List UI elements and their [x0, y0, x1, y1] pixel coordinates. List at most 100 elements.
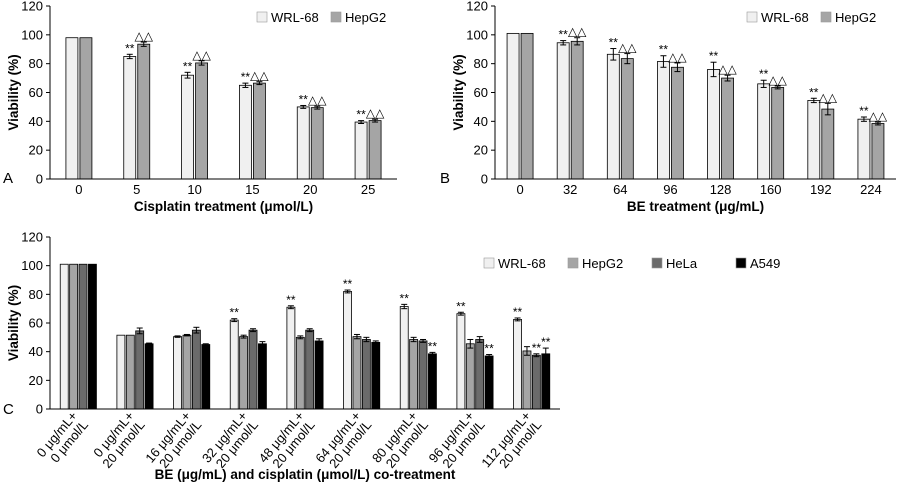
panel-a-bar	[65, 37, 79, 180]
panel-c-bar	[239, 336, 249, 410]
panel-b-xlabel: BE treatment (μg/mL)	[627, 199, 764, 214]
panel-b-bar	[556, 42, 570, 180]
panel-a-significance-label: **	[299, 92, 309, 106]
panel-c-significance-label: **	[400, 291, 410, 305]
panel-c-xtick-label: 0 μg/mL+0 μmol/L	[34, 408, 91, 469]
panel-a-xlabel: Cisplatin treatment (μmol/L)	[134, 199, 313, 214]
panel-c-xtick-label: 0 μg/mL+20 μmol/L	[89, 408, 148, 471]
panel-c-bar	[59, 263, 69, 410]
panel-b-significance-label: **	[709, 49, 719, 63]
panel-b-significance-label: **	[559, 28, 569, 42]
panel-b-bar	[570, 40, 584, 180]
panel-c-bar	[173, 336, 182, 410]
panel-c-bar	[144, 343, 154, 410]
panel-c-bar	[229, 319, 239, 410]
panel-b-bar	[857, 118, 871, 180]
panel-b-ytick-label: 80	[474, 56, 488, 71]
panel-c-bar	[513, 319, 522, 410]
panel-c-significance-label: **	[513, 305, 523, 319]
panel-c-bar	[352, 336, 362, 410]
panel-c-bar	[116, 334, 126, 410]
panel-b-xtick-label: 96	[663, 182, 677, 197]
panel-c-ytick-label: 20	[29, 373, 43, 388]
panel-b-ylabel: Viability (%)	[451, 54, 466, 130]
panel-b-ytick-label: 40	[474, 114, 488, 129]
panel-b-ytick-label: 0	[481, 172, 488, 187]
panel-c-bar	[248, 329, 258, 410]
panel-c-ytick-label: 100	[21, 258, 43, 273]
panel-a-xtick-label: 15	[245, 182, 259, 197]
panel-b-bar	[671, 66, 684, 180]
panel-c-bar	[125, 334, 135, 410]
panel-b-letter: B	[440, 170, 450, 187]
panel-c-bar	[371, 341, 381, 410]
panel-c-bar	[465, 343, 475, 410]
panel-c-xlabel: BE (μg/mL) and cisplatin (μmol/L) co-tre…	[155, 467, 456, 482]
panel-b-significance-label: **	[859, 104, 869, 118]
panel-c-significance-label: **	[343, 277, 353, 291]
panel-a-bar	[79, 37, 93, 180]
panel-c-bar	[399, 306, 409, 410]
panel-c-bar	[475, 339, 485, 410]
panel-a-bar	[195, 62, 208, 180]
panel-c-bar	[361, 339, 371, 410]
panel-c-legend-swatch	[651, 257, 663, 269]
panel-c-bar	[541, 353, 551, 410]
panel-b-bar	[520, 32, 534, 180]
panel-c-letter: C	[3, 401, 14, 418]
panel-b-xtick-label: 192	[810, 182, 832, 197]
panel-a-bar	[296, 106, 310, 180]
panel-c-legend-label: A549	[750, 256, 780, 271]
panel-b-significance-label: △△	[568, 25, 587, 39]
panel-a-xtick-label: 10	[187, 182, 201, 197]
panel-b-bar	[657, 61, 670, 180]
panel-b-bar	[871, 123, 885, 180]
panel-c-bar	[484, 355, 494, 410]
panel-a-significance-label: △△	[135, 29, 154, 43]
panel-a-bar	[310, 107, 324, 180]
panel-a-ytick-label: 0	[36, 172, 43, 187]
panel-b-bar	[620, 58, 634, 180]
panel-a-significance-label: △△	[366, 106, 385, 120]
panel-c-xtick-label: 48 μg/mL+20 μmol/L	[256, 408, 318, 474]
panel-c-xtick-label: 16 μg/mL+20 μmol/L	[142, 408, 204, 474]
panel-a-xtick-label: 0	[75, 182, 82, 197]
panel-b-ytick-label: 100	[466, 27, 488, 42]
panel-a-bar	[123, 56, 137, 180]
panel-b-significance-label: △△	[869, 109, 888, 123]
panel-b-ytick-label: 60	[474, 85, 488, 100]
panel-b-legend-swatch	[820, 11, 832, 23]
panel-c-bar	[191, 329, 201, 410]
panel-c-bar	[182, 334, 192, 410]
panel-c-ytick-label: 40	[29, 344, 43, 359]
panel-c-significance-label: **	[456, 299, 466, 313]
panel-b-significance-label: **	[609, 36, 619, 50]
panel-b-xtick-label: 128	[710, 182, 732, 197]
panel-a-bar	[137, 43, 151, 180]
panel-c-bar	[522, 350, 532, 410]
panel-c-xtick-label: 112 μg/mL+20 μmol/L	[478, 408, 544, 479]
panel-c-bar	[88, 263, 97, 410]
panel-b-bar	[606, 53, 620, 180]
panel-c-ytick-label: 0	[36, 402, 43, 417]
panel-a-xtick-label: 25	[361, 182, 375, 197]
panel-b-xtick-label: 64	[613, 182, 627, 197]
panel-c-bar	[258, 343, 267, 410]
panel-c-bar	[305, 329, 315, 410]
panel-c-bar	[78, 263, 88, 410]
panel-b-significance-label: **	[809, 85, 819, 99]
panel-b-significance-label: △△	[718, 62, 737, 76]
panel-a-ytick-label: 120	[21, 0, 43, 14]
panel-c-significance-label: **	[286, 293, 296, 307]
panel-b-bar	[707, 69, 720, 180]
panel-c-bar	[409, 339, 419, 410]
panel-b-bar	[807, 100, 821, 180]
panel-c-ytick-label: 60	[29, 316, 43, 331]
panel-b-bar	[757, 83, 771, 180]
panel-b-significance-label: **	[659, 43, 669, 57]
panel-c-significance-label: **	[428, 339, 438, 353]
panel-b-legend-label: WRL-68	[761, 10, 809, 25]
panel-b-significance-label: **	[759, 67, 769, 81]
panel-b-bar	[821, 108, 835, 180]
panel-c-legend-swatch	[735, 257, 747, 269]
